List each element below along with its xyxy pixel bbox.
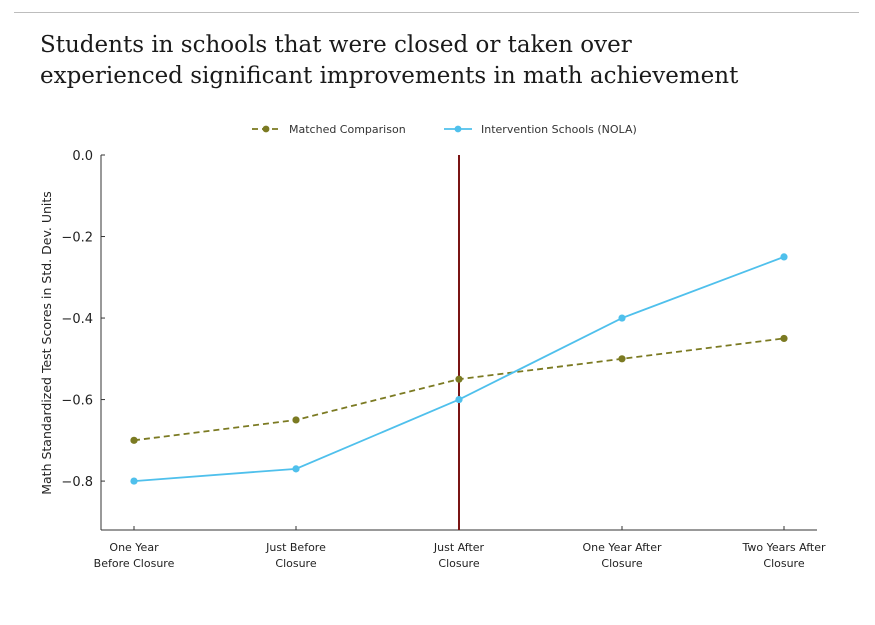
x-tick-label: Closure — [601, 557, 642, 570]
y-tick-label: −0.2 — [61, 231, 93, 246]
legend-comparison-marker — [262, 125, 270, 133]
y-tick-label: −0.4 — [61, 312, 93, 327]
x-tick-label: Just Before — [265, 541, 326, 554]
x-tick-label: Closure — [275, 557, 316, 570]
comparison-data-point — [455, 375, 463, 383]
legend-intervention-label: Intervention Schools (NOLA) — [481, 123, 637, 136]
legend-intervention-marker — [454, 125, 462, 133]
chart-title-line-1: Students in schools that were closed or … — [40, 32, 632, 58]
y-tick-label: −0.8 — [61, 475, 93, 490]
chart-title-line-2: experienced significant improvements in … — [40, 63, 739, 89]
x-tick-label: Two Years After — [741, 541, 826, 554]
comparison-data-point — [292, 416, 300, 424]
y-axis-label: Math Standardized Test Scores in Std. De… — [39, 191, 54, 495]
x-tick-label: Just After — [433, 541, 485, 554]
y-tick-label: −0.6 — [61, 394, 93, 409]
x-tick-label: Closure — [763, 557, 804, 570]
comparison-data-point — [618, 355, 626, 363]
intervention-data-point — [455, 395, 463, 404]
chart-title: Students in schools that were closed or … — [40, 30, 840, 92]
intervention-data-point — [130, 477, 138, 485]
y-tick-label: 0.0 — [72, 149, 93, 164]
x-tick-label: Closure — [438, 557, 479, 570]
intervention-data-point — [780, 253, 788, 261]
x-tick-label: Before Closure — [94, 557, 175, 570]
top-divider — [14, 12, 859, 13]
comparison-data-point — [130, 436, 138, 444]
intervention-data-point — [618, 314, 626, 322]
x-tick-label: One Year After — [582, 541, 662, 554]
intervention-data-point — [292, 465, 300, 473]
x-tick-label: One Year — [109, 541, 159, 554]
legend-comparison-label: Matched Comparison — [289, 123, 406, 136]
comparison-data-point — [780, 334, 788, 343]
